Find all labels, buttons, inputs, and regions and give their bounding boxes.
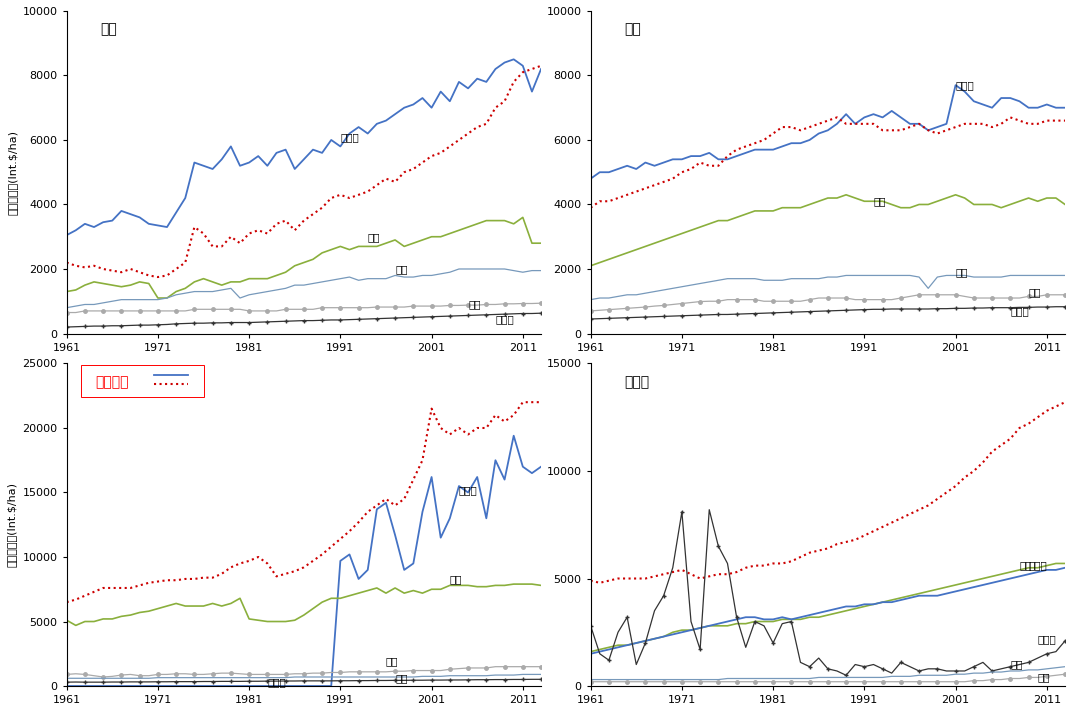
Y-axis label: 토지생산성(Int.$/ha): 토지생산성(Int.$/ha) <box>8 130 17 215</box>
Text: 두류: 두류 <box>386 656 399 666</box>
Text: 곡류: 곡류 <box>396 674 407 684</box>
Text: 스페인: 스페인 <box>624 375 649 389</box>
Text: 유지류: 유지류 <box>495 315 515 325</box>
Text: 과일류: 과일류 <box>459 485 478 495</box>
Text: 곡류: 곡류 <box>955 267 968 277</box>
Text: 유지류: 유지류 <box>267 677 286 687</box>
Text: 곡류: 곡류 <box>1010 659 1023 669</box>
Text: 곡류: 곡류 <box>396 264 407 274</box>
Text: 한국: 한국 <box>100 22 117 36</box>
Text: 서류: 서류 <box>368 231 381 242</box>
Text: 유지류: 유지류 <box>1038 634 1056 644</box>
Text: 두류: 두류 <box>1028 288 1041 298</box>
Text: 서류: 서류 <box>1019 560 1032 570</box>
Text: 과일류: 과일류 <box>1028 560 1047 570</box>
Text: 두류: 두류 <box>468 300 480 310</box>
Text: 서류: 서류 <box>450 574 462 584</box>
Y-axis label: 토지생산성(Int.$/ha): 토지생산성(Int.$/ha) <box>6 482 17 567</box>
Text: 일본: 일본 <box>624 22 641 36</box>
Text: 과일류: 과일류 <box>955 80 974 90</box>
Text: 네덜란드: 네덜란드 <box>95 375 129 389</box>
Text: 두류: 두류 <box>1038 672 1051 682</box>
Text: 과일류: 과일류 <box>340 132 359 142</box>
Text: 유지류: 유지류 <box>1010 307 1029 317</box>
Text: 서류: 서류 <box>874 197 885 206</box>
